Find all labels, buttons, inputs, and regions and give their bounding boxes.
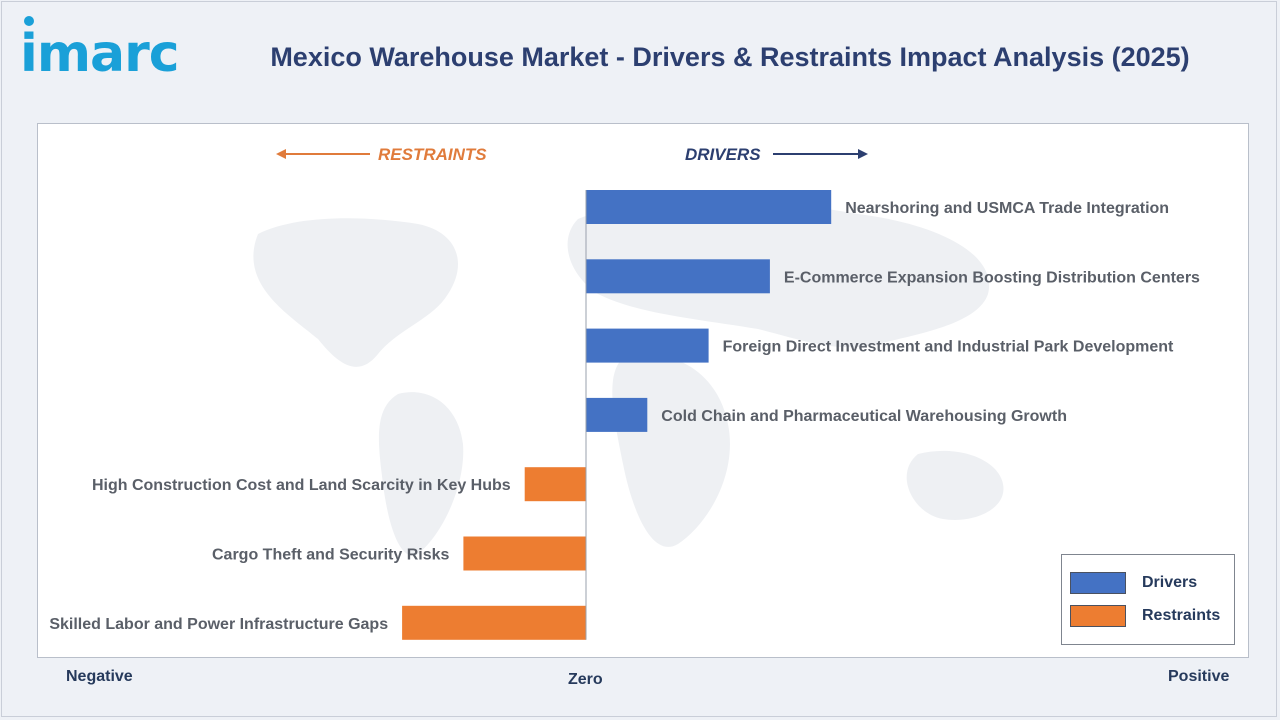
restraints-direction-label: RESTRAINTS (378, 145, 487, 164)
chart-title: Mexico Warehouse Market - Drivers & Rest… (270, 42, 1190, 72)
logo-dot (24, 16, 34, 26)
bar-restraint-5 (524, 467, 586, 502)
category-label-4: Cold Chain and Pharmaceutical Warehousin… (661, 408, 1067, 425)
bar-driver-3 (586, 328, 709, 363)
category-label-3: Foreign Direct Investment and Industrial… (723, 339, 1174, 356)
legend-label-drivers: Drivers (1142, 574, 1198, 591)
axis-positive-label: Positive (1168, 668, 1230, 685)
world-map-watermark (253, 200, 1004, 556)
axis-negative-label: Negative (66, 668, 133, 685)
legend-label-restraints: Restraints (1142, 607, 1221, 624)
category-labels: Nearshoring and USMCA Trade Integration E… (49, 200, 1200, 633)
category-label-1: Nearshoring and USMCA Trade Integration (845, 200, 1169, 217)
bar-driver-1 (586, 190, 832, 224)
bar-driver-2 (586, 259, 770, 294)
imarc-logo: imarc (20, 24, 180, 84)
category-label-2: E-Commerce Expansion Boosting Distributi… (784, 269, 1200, 286)
bar-restraint-6 (463, 536, 586, 571)
legend-swatch-restraints (1070, 605, 1126, 627)
chart-legend: Drivers Restraints (1061, 554, 1235, 645)
plot-panel: RESTRAINTS DRIVERS Nearshoring and USMCA … (37, 123, 1249, 658)
category-label-6: Cargo Theft and Security Risks (212, 547, 449, 564)
category-label-7: Skilled Labor and Power Infrastructure G… (49, 616, 388, 633)
legend-swatch-drivers (1070, 572, 1126, 594)
axis-zero-label: Zero (568, 671, 603, 688)
bar-restraint-7 (402, 605, 586, 640)
restraints-arrow-head (276, 149, 286, 159)
drivers-arrow-head (858, 149, 868, 159)
impact-bar-chart: RESTRAINTS DRIVERS Nearshoring and USMCA … (49, 145, 1200, 640)
bar-driver-4 (586, 397, 648, 432)
bars-group (402, 190, 832, 640)
category-label-5: High Construction Cost and Land Scarcity… (92, 477, 511, 494)
drivers-direction-label: DRIVERS (685, 145, 761, 164)
direction-arrows: RESTRAINTS DRIVERS (276, 145, 868, 164)
